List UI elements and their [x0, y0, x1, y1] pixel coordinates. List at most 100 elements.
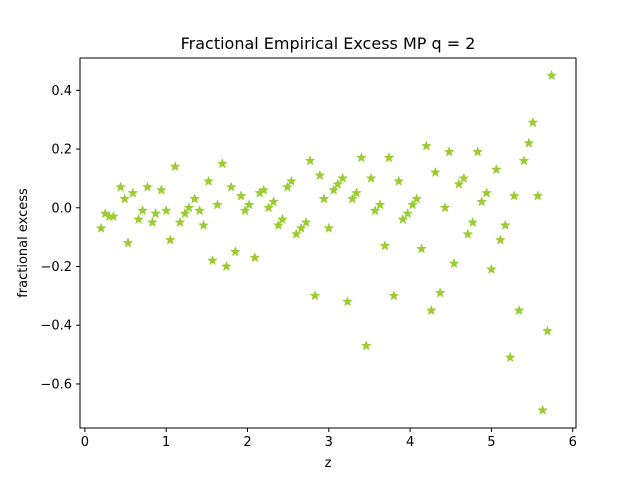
data-point	[351, 187, 362, 198]
y-tick-label: 0.4	[51, 84, 72, 99]
y-tick-label: 0.0	[51, 201, 72, 216]
data-point	[434, 287, 446, 298]
data-point	[268, 196, 279, 207]
data-point	[527, 116, 539, 128]
data-point	[323, 222, 335, 233]
data-point	[216, 157, 228, 169]
data-point	[429, 166, 441, 178]
data-point	[542, 325, 553, 336]
data-point	[263, 202, 275, 213]
y-tick-label: 0.2	[51, 143, 72, 158]
data-point	[258, 184, 270, 195]
x-tick-label: 6	[569, 435, 577, 450]
plot-frame	[79, 57, 577, 429]
y-tick-label: −0.6	[40, 377, 72, 392]
data-point	[546, 69, 558, 81]
x-axis-title: z	[325, 456, 332, 471]
data-point	[337, 172, 349, 184]
x-tick-label: 2	[243, 435, 251, 450]
data-point	[499, 219, 511, 231]
data-point	[133, 213, 144, 225]
data-point	[472, 146, 484, 157]
data-point	[164, 234, 176, 245]
data-point	[439, 202, 451, 213]
data-point	[443, 146, 455, 157]
data-point	[146, 216, 158, 228]
data-point	[207, 254, 218, 266]
data-point	[239, 204, 251, 216]
data-point	[277, 213, 288, 225]
data-point	[155, 184, 167, 195]
data-point	[290, 228, 302, 239]
data-point	[425, 304, 437, 316]
data-point	[420, 140, 432, 151]
x-tick-label: 4	[406, 435, 414, 450]
data-point	[272, 219, 284, 231]
data-point	[448, 257, 460, 269]
data-point	[122, 237, 134, 248]
data-point	[490, 163, 502, 175]
data-point	[523, 137, 535, 148]
data-point	[243, 199, 255, 210]
data-point	[189, 193, 201, 204]
data-point	[115, 181, 127, 192]
data-point	[137, 204, 149, 216]
data-point	[374, 199, 386, 210]
data-point	[379, 240, 391, 251]
data-point	[295, 222, 307, 233]
data-point	[127, 187, 139, 198]
data-point	[537, 404, 549, 416]
data-point	[462, 228, 474, 239]
data-point	[285, 175, 297, 186]
data-point	[194, 204, 205, 216]
data-point	[504, 351, 516, 363]
data-point	[467, 216, 479, 228]
data-point	[179, 207, 191, 219]
data-point	[249, 251, 261, 263]
data-point	[225, 181, 237, 192]
y-axis-title: fractional excess	[16, 188, 31, 298]
data-point	[494, 234, 506, 245]
data-point	[304, 155, 316, 166]
data-point	[235, 190, 247, 201]
data-point	[211, 199, 223, 210]
data-point	[486, 263, 497, 275]
data-point	[407, 199, 419, 210]
data-point	[508, 190, 520, 201]
data-point	[388, 290, 400, 301]
data-point	[328, 184, 340, 195]
data-point	[453, 178, 465, 189]
data-point	[309, 290, 321, 301]
data-point	[300, 216, 312, 228]
data-point	[355, 152, 367, 163]
data-point	[518, 155, 530, 166]
data-point	[397, 213, 409, 225]
data-point	[314, 169, 326, 181]
data-point	[481, 187, 492, 198]
data-point	[476, 196, 488, 207]
data-point	[393, 175, 405, 186]
x-tick-label: 5	[487, 435, 495, 450]
data-point	[360, 340, 372, 351]
data-point	[229, 246, 241, 257]
chart-title: Fractional Empirical Excess MP q = 2	[181, 34, 476, 53]
data-point	[203, 175, 214, 186]
data-point	[402, 207, 414, 219]
data-point	[411, 193, 423, 204]
data-point	[174, 216, 186, 228]
data-point	[342, 296, 353, 307]
x-tick-label: 1	[162, 435, 170, 450]
data-point	[160, 204, 172, 216]
data-point	[281, 181, 293, 192]
data-point	[107, 210, 119, 222]
data-point	[198, 219, 210, 231]
y-axis-ticks: −0.6 −0.4 −0.2 0.0 0.2 0.4	[40, 84, 80, 392]
data-point	[365, 172, 377, 184]
data-point	[383, 152, 395, 163]
data-point	[142, 181, 153, 192]
data-point	[458, 172, 470, 184]
data-point	[416, 243, 427, 254]
data-point	[318, 193, 330, 204]
y-tick-label: −0.2	[40, 260, 72, 275]
